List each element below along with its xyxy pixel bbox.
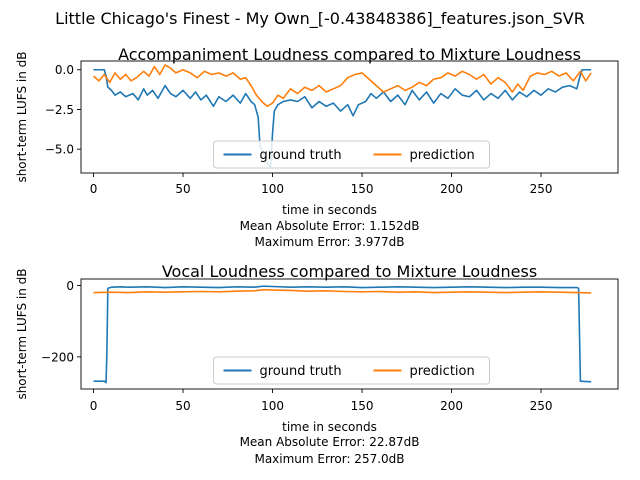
x-tick-label: 250	[530, 399, 553, 413]
axes-frame	[80, 60, 619, 174]
x-tick-label: 150	[351, 182, 374, 196]
x-tick-label: 200	[440, 182, 463, 196]
y-tick-label: 0.0	[55, 63, 74, 77]
legend-label: prediction	[410, 364, 475, 379]
legend-box	[213, 356, 490, 385]
metric-text: Mean Absolute Error: 1.152dB	[240, 219, 420, 233]
y-tick-label: −200	[41, 350, 74, 364]
x-tick-label: 200	[440, 399, 463, 413]
axes-frame	[80, 278, 619, 390]
legend-label: ground truth	[260, 148, 342, 163]
legend-label: ground truth	[260, 364, 342, 379]
x-tick-label: 50	[175, 399, 190, 413]
x-tick-label: 250	[530, 182, 553, 196]
vocal-chart: Vocal Loudness compared to Mixture Loudn…	[15, 262, 619, 466]
series-line-ground-truth	[93, 68, 592, 168]
legend-box	[213, 140, 490, 169]
chart-title: Vocal Loudness compared to Mixture Loudn…	[162, 262, 537, 281]
x-tick-label: 0	[90, 399, 98, 413]
metric-text: Maximum Error: 257.0dB	[254, 452, 404, 466]
accompaniment-chart: Accompaniment Loudness compared to Mixtu…	[15, 45, 619, 249]
y-tick-label: −2.5	[45, 103, 74, 117]
x-tick-label: 100	[261, 399, 284, 413]
y-axis-label: short-term LUFS in dB	[15, 51, 29, 182]
y-axis-label: short-term LUFS in dB	[15, 268, 29, 399]
chart-title: Accompaniment Loudness compared to Mixtu…	[118, 45, 581, 64]
legend: ground truth prediction	[213, 356, 490, 385]
series-line-ground-truth	[93, 285, 592, 384]
y-tick-label: −5.0	[45, 143, 74, 157]
x-tick-label: 150	[351, 399, 374, 413]
metric-text: Mean Absolute Error: 22.87dB	[240, 435, 420, 449]
x-tick-label: 50	[175, 182, 190, 196]
x-tick-label: 0	[90, 182, 98, 196]
legend: ground truth prediction	[213, 140, 490, 169]
legend-label: prediction	[410, 148, 475, 163]
x-axis-label: time in seconds	[282, 203, 377, 217]
series-line-prediction	[92, 64, 592, 108]
series-line-prediction	[93, 288, 592, 294]
x-tick-label: 100	[261, 182, 284, 196]
y-tick-label: 0	[66, 279, 74, 293]
x-axis-label: time in seconds	[282, 420, 377, 434]
figure-suptitle: Little Chicago's Finest - My Own_[-0.438…	[55, 9, 585, 29]
metric-text: Maximum Error: 3.977dB	[254, 235, 404, 249]
